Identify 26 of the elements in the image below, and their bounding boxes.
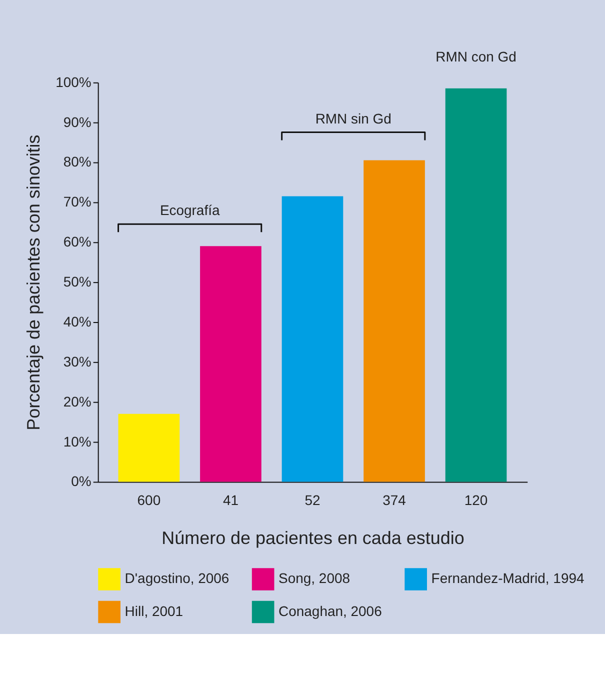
x-tick-label: 374	[382, 492, 406, 508]
y-tick-label: 30%	[63, 353, 92, 370]
x-tick-label: 600	[137, 492, 161, 508]
legend-label: Conaghan, 2006	[278, 603, 382, 620]
y-tick-label: 100%	[56, 74, 92, 90]
y-tick-label: 10%	[63, 433, 92, 450]
y-tick-label: 60%	[63, 234, 92, 250]
x-tick-label: 120	[464, 492, 488, 508]
legend-label: Fernandez-Madrid, 1994	[431, 570, 584, 586]
legend-label: Song, 2008	[278, 570, 350, 586]
legend-label: Hill, 2001	[124, 603, 184, 620]
y-tick-label: 90%	[63, 114, 92, 130]
annotation: Ecografía	[160, 202, 220, 218]
y-tick-label: 20%	[63, 393, 92, 410]
text: RMN con Gd	[436, 48, 516, 64]
y-tick-label: 50%	[63, 274, 92, 290]
x-tick-label: 41	[222, 492, 239, 508]
x-tick-label: 52	[304, 492, 320, 508]
y-axis-title: Porcentaje de pacientes con sinovitis	[24, 134, 44, 430]
y-tick-label: 80%	[63, 154, 92, 170]
y-tick-label: 40%	[63, 313, 92, 330]
y-tick-label: 70%	[63, 194, 92, 210]
y-tick-label: 0%	[71, 473, 92, 490]
annotation: RMN sin Gd	[315, 110, 392, 126]
x-axis-title: Número de pacientes en cada estudio	[162, 528, 464, 548]
legend-label: D'agostino, 2006	[124, 570, 230, 586]
